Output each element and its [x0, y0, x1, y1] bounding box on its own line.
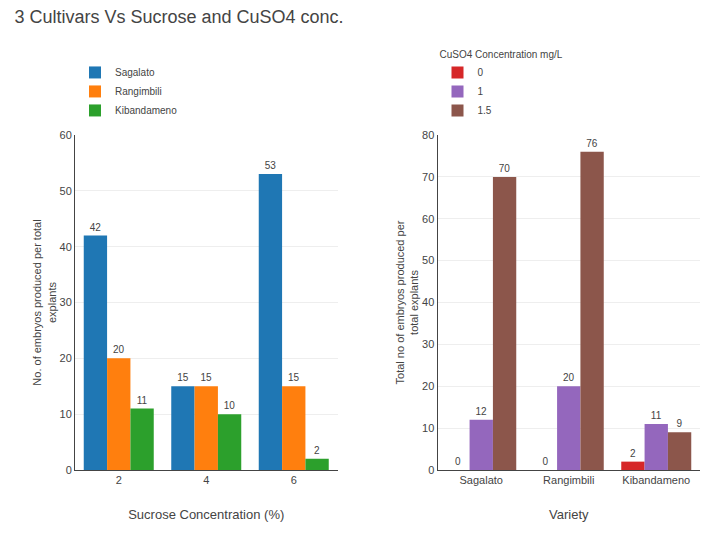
svg-text:15: 15: [288, 372, 300, 383]
svg-text:60: 60: [422, 213, 434, 225]
svg-text:9: 9: [677, 418, 683, 429]
svg-text:3 Cultivars Vs Sucrose and CuS: 3 Cultivars Vs Sucrose and CuSO4 conc.: [14, 7, 343, 27]
svg-text:Rangimbili: Rangimbili: [115, 86, 162, 97]
svg-text:0: 0: [455, 456, 461, 467]
svg-text:0: 0: [428, 464, 434, 476]
svg-text:2: 2: [630, 448, 636, 459]
svg-text:76: 76: [586, 138, 598, 149]
svg-text:Variety: Variety: [549, 507, 589, 522]
svg-text:2: 2: [116, 474, 122, 486]
svg-text:20: 20: [113, 344, 125, 355]
svg-text:0: 0: [542, 456, 548, 467]
svg-text:11: 11: [651, 410, 662, 421]
svg-text:2: 2: [314, 445, 320, 456]
svg-text:0: 0: [66, 464, 72, 476]
svg-text:15: 15: [200, 372, 212, 383]
svg-text:20: 20: [60, 352, 72, 364]
svg-text:4: 4: [203, 474, 209, 486]
svg-text:1.5: 1.5: [478, 105, 492, 116]
svg-text:Sucrose Concentration (%): Sucrose Concentration (%): [128, 507, 284, 522]
svg-text:50: 50: [422, 254, 434, 266]
svg-text:Rangimbili: Rangimbili: [543, 474, 594, 486]
svg-text:6: 6: [291, 474, 297, 486]
svg-text:Sagalato: Sagalato: [115, 67, 155, 78]
svg-text:10: 10: [224, 400, 236, 411]
svg-text:60: 60: [60, 129, 72, 141]
svg-text:Total no of embryos produced p: Total no of embryos produced pertotal ex…: [394, 220, 420, 384]
svg-text:1: 1: [478, 86, 484, 97]
svg-text:30: 30: [60, 296, 72, 308]
svg-text:Kibandameno: Kibandameno: [622, 474, 690, 486]
svg-text:42: 42: [90, 222, 102, 233]
svg-text:70: 70: [422, 171, 434, 183]
svg-text:Kibandameno: Kibandameno: [115, 105, 177, 116]
svg-text:12: 12: [475, 406, 487, 417]
svg-text:CuSO4 Concentration mg/L: CuSO4 Concentration mg/L: [440, 49, 563, 60]
svg-text:40: 40: [60, 241, 72, 253]
svg-text:11: 11: [137, 395, 148, 406]
svg-text:20: 20: [563, 372, 575, 383]
svg-text:No. of embryos produced per to: No. of embryos produced per totalexplant…: [31, 219, 57, 385]
svg-text:10: 10: [422, 422, 434, 434]
svg-text:20: 20: [422, 380, 434, 392]
svg-text:30: 30: [422, 338, 434, 350]
svg-text:40: 40: [422, 296, 434, 308]
svg-text:70: 70: [499, 163, 511, 174]
svg-text:80: 80: [422, 129, 434, 141]
svg-text:15: 15: [177, 372, 189, 383]
svg-text:53: 53: [265, 160, 277, 171]
svg-text:Sagalato: Sagalato: [460, 474, 503, 486]
svg-text:10: 10: [60, 408, 72, 420]
svg-text:50: 50: [60, 185, 72, 197]
svg-text:0: 0: [478, 67, 484, 78]
